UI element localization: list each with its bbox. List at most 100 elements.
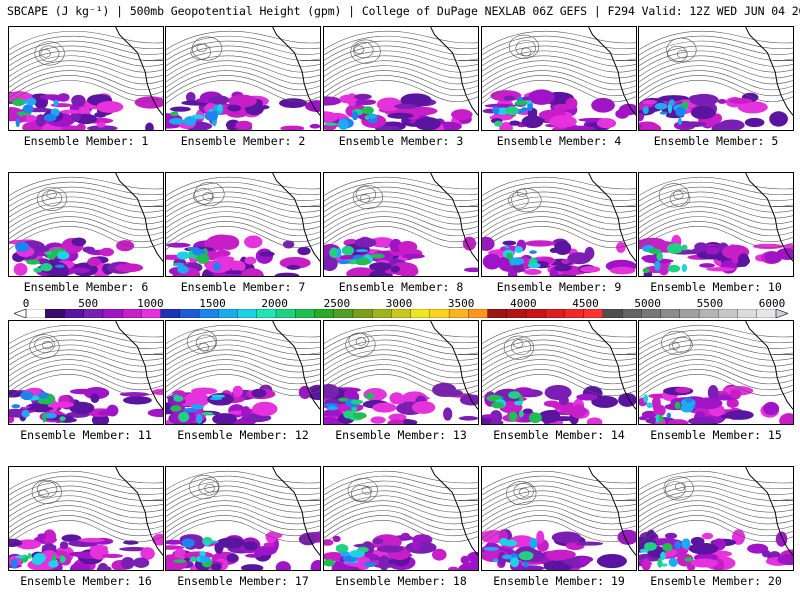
height-contours — [324, 324, 478, 398]
ensemble-map-3 — [323, 26, 479, 131]
height-contours — [482, 470, 636, 544]
ensemble-map-5 — [638, 26, 794, 131]
ensemble-map-8 — [323, 172, 479, 277]
coastline — [588, 173, 636, 262]
cape-shading — [324, 532, 478, 570]
colorbar-swatch — [198, 309, 219, 318]
colorbar-tick-label: 1000 — [137, 297, 164, 310]
height-contours — [639, 470, 793, 544]
coastline — [430, 467, 478, 556]
coastline — [430, 173, 478, 262]
ensemble-map-18 — [323, 466, 479, 571]
colorbar-tick-label: 2000 — [261, 297, 288, 310]
height-contours — [482, 30, 636, 104]
ensemble-member-caption: Ensemble Member: 12 — [177, 428, 309, 442]
ensemble-map-17 — [165, 466, 321, 571]
colorbar-swatch — [102, 309, 123, 318]
coastline — [588, 467, 636, 556]
ensemble-member-caption: Ensemble Member: 13 — [335, 428, 467, 442]
ensemble-map-14 — [481, 320, 637, 425]
coastline — [272, 467, 320, 556]
colorbar-tick-label: 4000 — [510, 297, 537, 310]
colorbar-swatch — [564, 309, 585, 318]
coastline — [430, 27, 478, 116]
colorbar-swatch — [122, 309, 142, 318]
coastline — [272, 27, 320, 116]
colorbar-swatch — [295, 309, 315, 318]
ensemble-member-caption: Ensemble Member: 10 — [650, 280, 782, 294]
ensemble-member-caption: Ensemble Member: 20 — [650, 574, 782, 588]
coastline — [115, 321, 163, 410]
coastline — [588, 27, 636, 116]
colorbar-swatch — [660, 309, 681, 318]
height-contours — [166, 470, 320, 544]
colorbar-swatch — [429, 309, 450, 318]
colorbar-swatch — [141, 309, 162, 318]
cape-shading — [166, 531, 320, 570]
coastline — [115, 467, 163, 556]
cape-shading — [9, 91, 163, 130]
colorbar-swatch — [506, 309, 527, 318]
height-contours — [324, 176, 478, 250]
height-contours — [324, 470, 478, 544]
ensemble-member-caption: Ensemble Member: 17 — [177, 574, 309, 588]
height-contours — [166, 30, 320, 104]
coastline — [745, 173, 793, 262]
ensemble-member-caption: Ensemble Member: 4 — [496, 134, 622, 148]
height-contours — [324, 30, 478, 104]
colorbar-swatch — [371, 309, 392, 318]
colorbar-swatch — [545, 309, 565, 318]
ensemble-map-9 — [481, 172, 637, 277]
colorbar-tick-label: 0 — [22, 297, 30, 310]
colorbar-swatch — [160, 309, 181, 318]
height-contours — [9, 324, 163, 398]
cape-shading — [9, 529, 163, 570]
colorbar-swatch — [410, 309, 431, 318]
height-contours — [482, 324, 636, 398]
ensemble-map-11 — [8, 320, 164, 425]
height-contours — [9, 470, 163, 544]
colorbar-tick-label: 5000 — [634, 297, 661, 310]
ensemble-member-caption: Ensemble Member: 2 — [180, 134, 306, 148]
colorbar-swatch — [256, 309, 277, 318]
colorbar-swatch — [352, 309, 373, 318]
cape-shading — [324, 93, 473, 130]
colorbar-swatch — [679, 309, 700, 318]
ensemble-member-caption: Ensemble Member: 19 — [493, 574, 625, 588]
height-contours — [166, 324, 320, 398]
colorbar-tick-label: 6000 — [758, 297, 786, 310]
coastline — [588, 321, 636, 410]
cape-shading — [639, 92, 788, 130]
height-contours — [166, 176, 320, 250]
colorbar-swatch — [525, 309, 546, 318]
colorbar-swatch — [698, 309, 719, 318]
coastline — [430, 321, 478, 410]
cape-shading — [639, 384, 793, 424]
colorbar-tick-label: 2500 — [323, 297, 351, 310]
colorbar-swatch — [602, 309, 623, 318]
height-contours — [639, 30, 793, 104]
cape-shading — [324, 236, 478, 276]
coastline — [272, 173, 320, 262]
colorbar-tick-label: 500 — [78, 297, 99, 310]
ensemble-map-13 — [323, 320, 479, 425]
cape-shading — [166, 91, 320, 130]
colorbar-swatch — [179, 309, 200, 318]
colorbar-tick-label: 4500 — [572, 297, 599, 310]
ensemble-map-10 — [638, 172, 794, 277]
colorbar-swatch — [391, 309, 412, 318]
height-contours — [639, 176, 793, 250]
height-contours — [639, 324, 793, 398]
colorbar-swatch — [218, 309, 238, 318]
ensemble-map-20 — [638, 466, 794, 571]
sbcape-colorbar — [14, 309, 788, 318]
chart-title: SBCAPE (J kg⁻¹) | 500mb Geopotential Hei… — [7, 4, 800, 18]
ensemble-member-caption: Ensemble Member: 7 — [180, 280, 306, 294]
ensemble-map-7 — [165, 172, 321, 277]
coastline — [115, 173, 163, 262]
colorbar-swatch — [25, 309, 46, 318]
ensemble-member-caption: Ensemble Member: 14 — [493, 428, 625, 442]
ensemble-map-12 — [165, 320, 321, 425]
colorbar-swatch — [237, 309, 258, 318]
height-contours — [482, 176, 636, 250]
